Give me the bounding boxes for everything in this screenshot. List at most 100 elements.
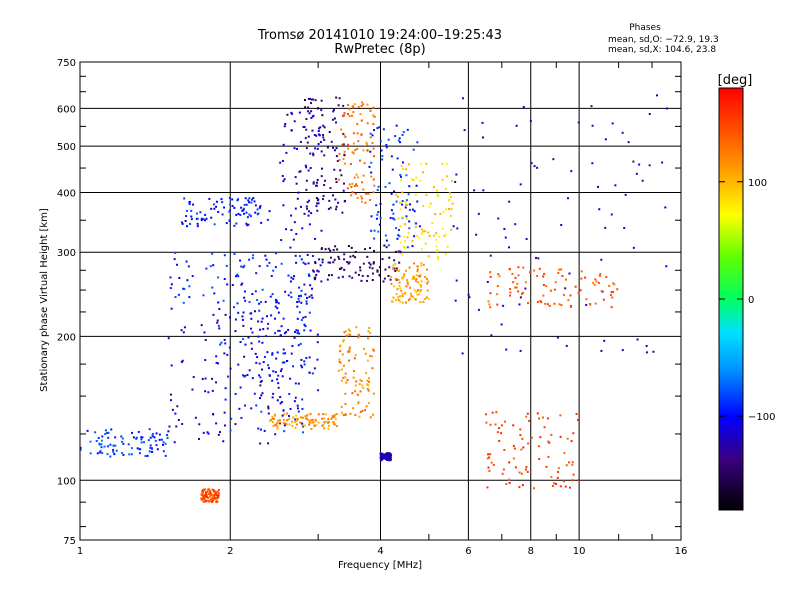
data-point [305, 188, 308, 191]
data-point [149, 446, 152, 449]
data-point [89, 440, 92, 443]
data-point [251, 377, 254, 380]
data-point [388, 266, 391, 269]
grid-lines [80, 62, 681, 540]
data-point [372, 413, 375, 416]
data-point [222, 440, 225, 443]
data-point [379, 452, 382, 455]
data-point [315, 184, 318, 187]
data-point [538, 417, 541, 420]
data-point [406, 128, 409, 131]
data-point [217, 362, 220, 365]
data-point [228, 210, 231, 213]
data-point [198, 437, 201, 440]
data-point [406, 283, 409, 286]
data-point [522, 291, 525, 294]
data-point [138, 452, 141, 455]
x-tick-label: 1 [77, 546, 83, 557]
data-point [215, 355, 218, 358]
data-point [331, 414, 334, 417]
data-point [342, 182, 345, 185]
data-point [212, 496, 215, 499]
data-point [394, 262, 397, 265]
data-point [411, 208, 414, 211]
data-point [553, 288, 556, 291]
data-point [326, 146, 329, 149]
data-point [294, 382, 297, 385]
data-point [279, 402, 282, 405]
data-point [334, 245, 337, 248]
data-point [314, 261, 317, 264]
data-point [132, 436, 135, 439]
data-point [525, 415, 528, 418]
data-point [298, 295, 301, 298]
data-point [358, 415, 361, 418]
data-point [283, 413, 286, 416]
data-point [537, 445, 540, 448]
data-point [376, 213, 379, 216]
data-point [399, 241, 402, 244]
data-point [297, 344, 300, 347]
data-point [522, 266, 525, 269]
data-point [292, 238, 295, 241]
data-point [360, 104, 363, 107]
data-point [318, 258, 321, 261]
data-point [303, 99, 306, 102]
data-point [212, 264, 215, 267]
data-point [612, 282, 615, 285]
data-point [107, 431, 110, 434]
data-point [327, 247, 330, 250]
data-point [130, 431, 133, 434]
data-point [162, 441, 165, 444]
data-point [400, 164, 403, 167]
data-point [217, 324, 220, 327]
data-point [300, 258, 303, 261]
data-point [395, 227, 398, 230]
data-point [317, 389, 320, 392]
x-tick-label: 8 [528, 546, 534, 557]
data-point [299, 342, 302, 345]
data-point [380, 149, 383, 152]
data-point [255, 361, 258, 364]
data-point [384, 268, 387, 271]
data-point [371, 272, 374, 275]
data-point [203, 331, 206, 334]
data-point [174, 296, 177, 299]
data-point [278, 421, 281, 424]
data-point [255, 272, 258, 275]
data-point [235, 222, 238, 225]
data-point [302, 125, 305, 128]
data-point [336, 159, 339, 162]
data-point [396, 237, 399, 240]
data-point [212, 488, 215, 491]
data-point [247, 336, 250, 339]
data-point [415, 290, 418, 293]
data-point [242, 209, 245, 212]
data-point [282, 352, 285, 355]
data-point [397, 234, 400, 237]
data-point [475, 233, 478, 236]
data-point [312, 182, 315, 185]
data-point [188, 203, 191, 206]
data-point [316, 181, 319, 184]
data-point [577, 121, 580, 124]
data-point [486, 457, 489, 460]
data-point [529, 271, 532, 274]
data-point [191, 275, 194, 278]
data-point [490, 334, 493, 337]
colorbar-label: [deg] [718, 73, 753, 88]
data-point [455, 279, 458, 282]
data-point [204, 500, 207, 503]
data-point [267, 367, 270, 370]
data-point [368, 165, 371, 168]
data-point [413, 262, 416, 265]
data-point [343, 134, 346, 137]
data-point [322, 134, 325, 137]
data-point [217, 210, 220, 213]
data-point [253, 392, 256, 395]
data-point [416, 200, 419, 203]
data-point [411, 239, 414, 242]
data-point [409, 286, 412, 289]
data-point [217, 301, 220, 304]
data-point [169, 287, 172, 290]
